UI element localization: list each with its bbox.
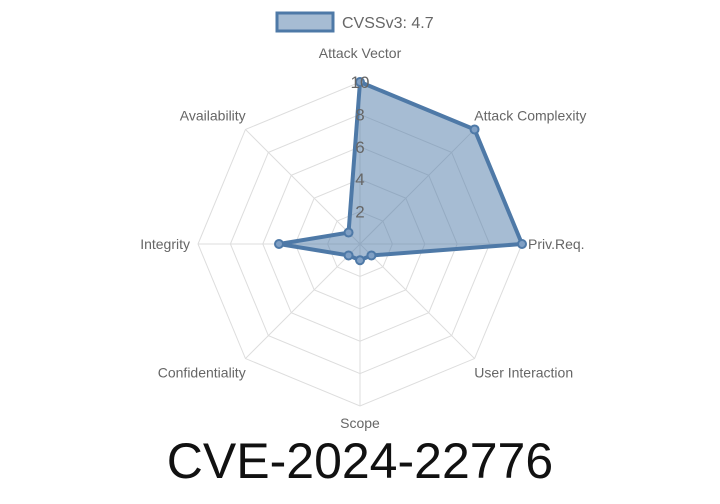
data-point: [343, 250, 354, 261]
data-point: [366, 250, 377, 261]
data-point: [355, 77, 365, 87]
axis-label: Priv.Req.: [528, 236, 585, 252]
axis-label: Scope: [340, 415, 380, 431]
axis-label: User Interaction: [474, 364, 573, 380]
grid-spoke: [359, 243, 475, 359]
grid-spoke: [245, 129, 361, 245]
axis-label: Attack Complexity: [474, 108, 586, 124]
tick-label: 10: [351, 73, 370, 92]
tick-label: 4: [355, 170, 364, 189]
tick-label: 8: [355, 105, 364, 124]
data-point: [517, 239, 527, 249]
data-point: [469, 124, 480, 135]
axis-label: Availability: [180, 108, 246, 124]
tick-label: 2: [355, 203, 364, 222]
axis-label: Confidentiality: [158, 364, 246, 380]
legend-swatch: [275, 11, 335, 33]
legend-label: CVSSv3: 4.7: [342, 15, 434, 32]
axis-label: Attack Vector: [319, 45, 402, 61]
tick-label: 6: [355, 138, 364, 157]
axis-label: Integrity: [140, 236, 190, 252]
data-point: [274, 239, 284, 249]
data-point: [343, 227, 354, 238]
page-title: CVE-2024-22776: [166, 433, 554, 489]
grid-spoke: [245, 243, 361, 359]
data-point: [355, 255, 365, 266]
